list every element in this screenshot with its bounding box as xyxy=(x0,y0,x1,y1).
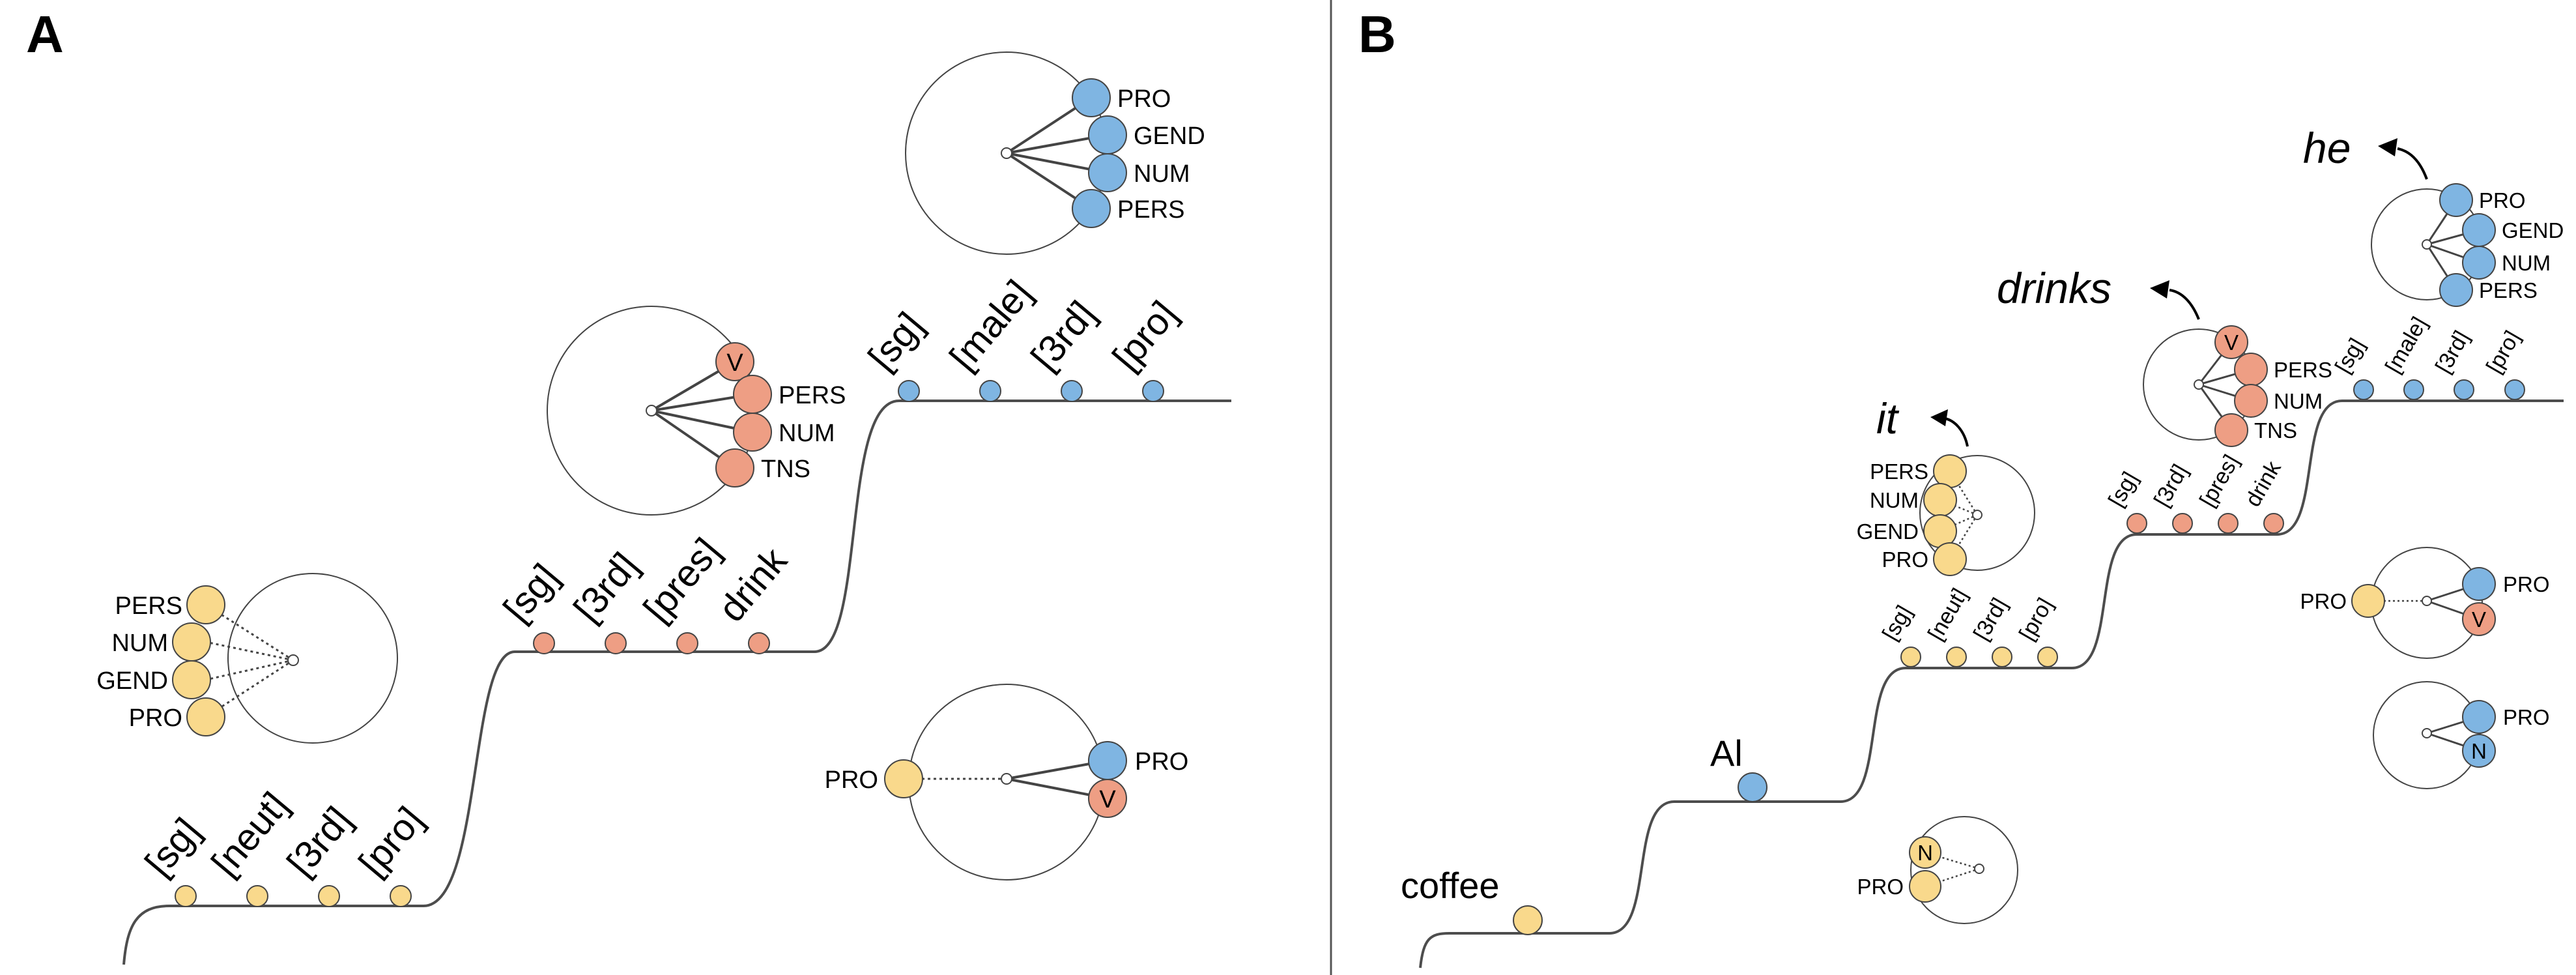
feature-label: PERS xyxy=(779,382,846,409)
panel-a-step1-tokens xyxy=(175,885,412,907)
feature-label: PRO xyxy=(2300,589,2347,613)
feature-label: PERS xyxy=(115,592,182,620)
token-label: [3rd] xyxy=(2149,460,2193,511)
feature-label: N xyxy=(2471,739,2487,763)
token-label: [pro] xyxy=(2482,327,2525,377)
feature-label: GEND xyxy=(96,667,168,695)
feature-label: NUM xyxy=(779,420,835,447)
panel-b-staircase xyxy=(1419,400,2564,968)
token-label: [3rd] xyxy=(565,545,646,630)
panel-b-noun-al: Al xyxy=(1710,733,1767,802)
word-drinks: drinks xyxy=(1997,264,2111,312)
panel-a-salmon-feature-node: V PERS NUM TNS xyxy=(547,306,846,516)
feature-label: PRO xyxy=(825,766,878,794)
feature-label: NUM xyxy=(1134,160,1190,188)
panel-b-step2-labels: [sg] [3rd] [pres] drink xyxy=(2104,450,2286,511)
token-label: [neut] xyxy=(1923,584,1972,645)
token-label: [sg] xyxy=(2104,468,2143,511)
token-label: [sg] xyxy=(860,304,932,378)
token-label: [sg] xyxy=(1878,602,1917,645)
feature-label: PRO xyxy=(2503,572,2550,596)
word-it: it xyxy=(1876,394,1900,443)
word-he: he xyxy=(2303,124,2351,172)
arrowhead-icon xyxy=(2378,138,2397,156)
feature-label: PRO xyxy=(1857,875,1904,899)
arrowhead-icon xyxy=(1930,409,1948,426)
token-label: [sg] xyxy=(137,810,208,884)
feature-label: PRO xyxy=(1882,547,1928,572)
feature-label: NUM xyxy=(1870,488,1919,512)
panel-b-combination-node-1: PRO PRO V xyxy=(2300,547,2550,659)
feature-label: V xyxy=(726,349,743,377)
feature-label: PRO xyxy=(2503,705,2550,729)
feature-label: NUM xyxy=(2274,389,2323,413)
feature-label: PRO xyxy=(2479,188,2526,212)
feature-label: PRO xyxy=(1135,748,1188,776)
arrow-icon xyxy=(2397,147,2428,180)
token-label: [3rd] xyxy=(1023,293,1104,379)
panel-a-combination-node: PRO PRO V xyxy=(825,684,1188,880)
feature-label: PRO xyxy=(129,705,182,732)
token-label: [neut] xyxy=(203,784,296,884)
feature-label: TNS xyxy=(2254,418,2297,443)
token-label: [3rd] xyxy=(2431,327,2474,377)
feature-label: N xyxy=(1917,841,1933,865)
arrow-icon xyxy=(2169,289,2200,320)
token-label: [pres] xyxy=(635,530,728,630)
word-coffee: coffee xyxy=(1401,865,1500,906)
panel-b-output-drinks: drinks xyxy=(1997,264,2200,320)
feature-label: PRO xyxy=(1117,85,1171,113)
panel-a-step2-labels: [sg] [3rd] [pres] drink xyxy=(495,530,795,630)
panel-b-noun-coffee: coffee xyxy=(1401,865,1543,935)
panel-a-label: A xyxy=(26,5,64,63)
panel-b-step2-tokens xyxy=(2126,513,2284,534)
panel-a-staircase xyxy=(122,400,1231,965)
panel-b-blue-feature-node: PRO GEND NUM PERS xyxy=(2371,183,2564,307)
feature-label: GEND xyxy=(1134,123,1205,150)
panel-b-output-he: he xyxy=(2303,124,2428,180)
panel-b-yellow-feature-node: PERS NUM GEND PRO xyxy=(1857,454,2035,576)
token-label: [sg] xyxy=(495,556,567,630)
panel-b-step3-labels: [sg] [male] [3rd] [pro] xyxy=(2330,313,2525,377)
feature-label: TNS xyxy=(761,456,810,483)
token-label: [pro] xyxy=(1104,293,1185,379)
arrow-icon xyxy=(1944,417,1969,447)
token-label: [3rd] xyxy=(1969,594,2012,645)
word-al: Al xyxy=(1710,733,1743,774)
feature-label: NUM xyxy=(111,630,168,657)
token-label: [pres] xyxy=(2195,450,2244,511)
feature-label: PERS xyxy=(2274,358,2332,382)
panel-a-step3-tokens xyxy=(898,380,1164,402)
token-label: [pro] xyxy=(351,799,431,884)
feature-label: V xyxy=(2472,607,2486,632)
panel-b-step1-labels: [sg] [neut] [3rd] [pro] xyxy=(1878,584,2058,645)
feature-label: PERS xyxy=(1870,459,1928,484)
panel-b-label: B xyxy=(1358,5,1396,63)
feature-label: GEND xyxy=(2502,218,2564,242)
token-label: [male] xyxy=(2381,313,2432,377)
feature-label: PERS xyxy=(2479,278,2538,302)
token-label: drink xyxy=(2240,456,2286,511)
feature-label: PERS xyxy=(1117,196,1184,224)
feature-label: GEND xyxy=(1857,519,1919,544)
panel-b-combination-node-2: PRO N xyxy=(2373,681,2550,789)
token-label: [male] xyxy=(941,272,1040,379)
panel-a-step3-labels: [sg] [male] [3rd] [pro] xyxy=(860,272,1185,379)
feature-label: V xyxy=(1099,786,1116,813)
feature-label: NUM xyxy=(2502,251,2551,275)
panel-a-blue-feature-node: PRO GEND NUM PERS xyxy=(905,51,1205,255)
token-label: [pro] xyxy=(2014,594,2058,645)
panel-b-step1-tokens xyxy=(1900,647,2058,667)
panel-b-output-it: it xyxy=(1876,394,1969,447)
feature-label: V xyxy=(2224,330,2239,355)
panel-a-yellow-feature-node: PERS NUM GEND PRO xyxy=(96,573,398,744)
token-label: [sg] xyxy=(2330,334,2369,377)
panel-b-noun-feature-node: N PRO xyxy=(1857,816,2018,924)
panel-a-step1-labels: [sg] [neut] [3rd] [pro] xyxy=(137,784,431,884)
arrowhead-icon xyxy=(2150,280,2169,298)
panel-b-salmon-feature-node: V PERS NUM TNS xyxy=(2143,325,2332,447)
panel-a-step2-tokens xyxy=(533,632,770,654)
panel-b-step3-tokens xyxy=(2353,379,2525,400)
